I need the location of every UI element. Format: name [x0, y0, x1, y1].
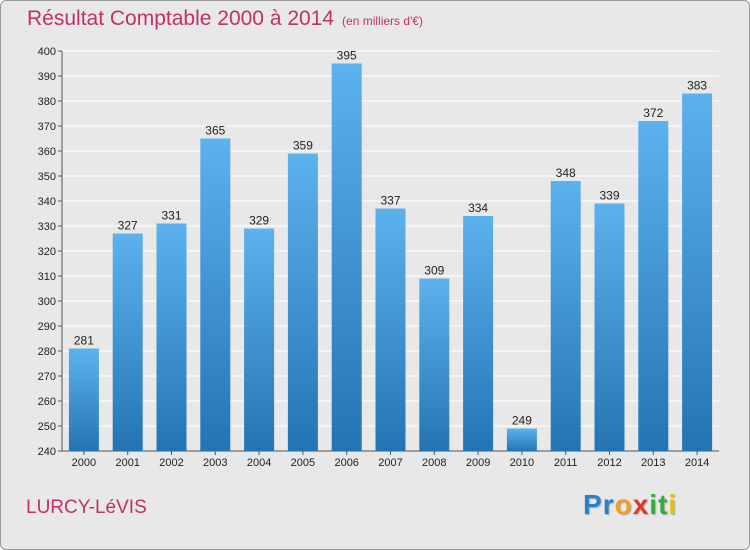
y-tick-label: 330	[38, 221, 56, 233]
bar-2010	[506, 428, 537, 451]
data-label-2001: 327	[118, 219, 138, 233]
y-tick-label: 380	[38, 96, 56, 108]
data-label-2005: 359	[293, 139, 313, 153]
data-label-2004: 329	[249, 214, 269, 228]
bar-2003	[200, 138, 231, 451]
data-label-2000: 281	[74, 334, 94, 348]
x-tick-label-2006: 2006	[334, 457, 358, 469]
data-label-2006: 395	[337, 49, 357, 63]
logo-letter: i	[668, 489, 678, 520]
x-tick-label-2009: 2009	[466, 457, 490, 469]
data-label-2012: 339	[599, 189, 619, 203]
x-tick-label-2001: 2001	[115, 457, 139, 469]
bar-2008	[419, 278, 450, 451]
data-label-2014: 383	[687, 79, 707, 93]
y-tick-label: 350	[38, 171, 56, 183]
logo-letter: i	[649, 489, 659, 520]
data-label-2013: 372	[643, 106, 663, 120]
x-tick-label-2012: 2012	[597, 457, 621, 469]
y-tick-label: 290	[38, 321, 56, 333]
y-tick-label: 310	[38, 271, 56, 283]
y-tick-label: 280	[38, 346, 56, 358]
y-tick-label: 260	[38, 396, 56, 408]
y-tick-label: 370	[38, 121, 56, 133]
x-tick-label-2014: 2014	[685, 457, 709, 469]
bar-2001	[112, 233, 143, 451]
bar-2011	[550, 181, 581, 451]
bar-2014	[682, 93, 713, 451]
y-tick-label: 400	[38, 46, 56, 58]
chart-title: Résultat Comptable 2000 à 2014 (en millie…	[27, 7, 423, 31]
chart-title-text: Résultat Comptable 2000 à 2014	[27, 7, 335, 30]
x-tick-label-2008: 2008	[422, 457, 446, 469]
x-tick-label-2004: 2004	[247, 457, 271, 469]
x-tick-label-2013: 2013	[641, 457, 665, 469]
logo-letter: t	[658, 489, 669, 520]
y-tick-label: 300	[38, 296, 56, 308]
bar-2009	[463, 216, 494, 451]
logo-letter: o	[614, 489, 633, 520]
data-label-2011: 348	[556, 166, 576, 180]
x-tick-label-2005: 2005	[291, 457, 315, 469]
bar-2002	[156, 223, 187, 451]
y-tick-label: 320	[38, 246, 56, 258]
x-tick-label-2011: 2011	[554, 457, 578, 469]
data-label-2008: 309	[424, 264, 444, 278]
y-tick-label: 240	[38, 446, 56, 458]
bar-2000	[68, 348, 99, 451]
proxiti-logo[interactable]: Proxiti	[583, 489, 677, 521]
y-tick-label: 390	[38, 71, 56, 83]
bar-2006	[331, 63, 362, 451]
y-tick-label: 360	[38, 146, 56, 158]
chart-subtitle: (en milliers d'€)	[342, 14, 424, 28]
y-tick-label: 340	[38, 196, 56, 208]
logo-letter: P	[583, 489, 603, 520]
bar-2005	[287, 153, 318, 451]
data-label-2002: 331	[161, 209, 181, 223]
x-tick-label-2007: 2007	[378, 457, 402, 469]
data-label-2010: 249	[512, 414, 532, 428]
bar-2012	[594, 203, 625, 451]
x-tick-label-2002: 2002	[159, 457, 183, 469]
bar-2004	[244, 228, 275, 451]
data-label-2003: 365	[205, 124, 225, 138]
commune-name: LURCY-LéVIS	[26, 497, 147, 518]
y-tick-label: 250	[38, 421, 56, 433]
data-label-2009: 334	[468, 201, 488, 215]
bar-2007	[375, 208, 406, 451]
y-tick-label: 270	[38, 371, 56, 383]
bar-2013	[638, 121, 669, 451]
x-tick-label-2010: 2010	[510, 457, 534, 469]
x-tick-label-2000: 2000	[72, 457, 96, 469]
logo-letter: x	[632, 489, 650, 520]
data-label-2007: 337	[380, 194, 400, 208]
x-tick-label-2003: 2003	[203, 457, 227, 469]
logo-letter: r	[602, 489, 615, 520]
